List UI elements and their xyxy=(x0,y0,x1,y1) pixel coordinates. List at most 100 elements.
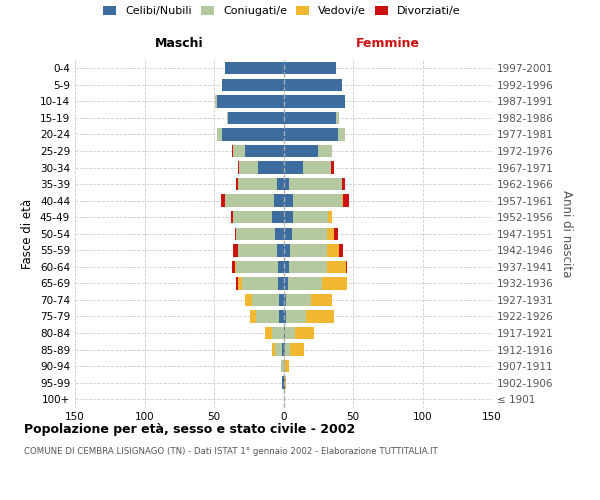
Text: Maschi: Maschi xyxy=(155,37,203,50)
Bar xyxy=(280,310,284,322)
Bar xyxy=(238,162,239,174)
Bar xyxy=(284,95,344,108)
Bar xyxy=(284,344,285,356)
Bar xyxy=(265,327,272,339)
Bar xyxy=(236,228,275,240)
Bar xyxy=(285,344,290,356)
Bar xyxy=(285,376,286,389)
Bar xyxy=(295,327,314,339)
Bar xyxy=(225,194,274,207)
Bar xyxy=(227,112,228,124)
Bar xyxy=(342,194,343,207)
Bar xyxy=(245,294,251,306)
Bar xyxy=(284,310,286,322)
Bar xyxy=(228,112,284,124)
Bar xyxy=(245,145,284,157)
Bar xyxy=(284,327,285,339)
Bar xyxy=(284,78,342,91)
Bar xyxy=(306,310,334,322)
Bar xyxy=(346,260,347,273)
Bar xyxy=(242,277,278,289)
Bar xyxy=(337,112,339,124)
Bar xyxy=(293,194,342,207)
Bar xyxy=(232,145,233,157)
Bar xyxy=(326,244,339,256)
Bar xyxy=(259,162,284,174)
Bar xyxy=(223,128,284,140)
Bar xyxy=(236,178,238,190)
Bar xyxy=(303,162,331,174)
Bar xyxy=(230,211,233,224)
Bar xyxy=(285,360,289,372)
Bar xyxy=(284,62,337,74)
Bar xyxy=(322,277,347,289)
Bar xyxy=(289,178,342,190)
Bar xyxy=(292,228,326,240)
Text: Popolazione per età, sesso e stato civile - 2002: Popolazione per età, sesso e stato civil… xyxy=(24,422,355,436)
Bar xyxy=(217,128,223,140)
Bar xyxy=(236,260,278,273)
Bar xyxy=(223,78,284,91)
Bar xyxy=(284,277,287,289)
Bar xyxy=(277,178,284,190)
Legend: Celibi/Nubili, Coniugati/e, Vedovi/e, Divorziati/e: Celibi/Nubili, Coniugati/e, Vedovi/e, Di… xyxy=(103,6,461,16)
Bar xyxy=(318,145,332,157)
Bar xyxy=(338,128,344,140)
Bar xyxy=(284,128,338,140)
Bar xyxy=(233,145,245,157)
Bar xyxy=(233,211,272,224)
Bar xyxy=(289,260,326,273)
Text: Femmine: Femmine xyxy=(356,37,420,50)
Bar xyxy=(326,228,334,240)
Bar xyxy=(275,344,282,356)
Bar xyxy=(326,260,346,273)
Bar xyxy=(290,244,326,256)
Bar xyxy=(343,194,349,207)
Bar xyxy=(235,260,236,273)
Bar xyxy=(217,95,284,108)
Bar xyxy=(256,310,280,322)
Bar xyxy=(274,194,284,207)
Bar xyxy=(331,162,334,174)
Bar xyxy=(278,277,284,289)
Bar xyxy=(311,294,332,306)
Y-axis label: Fasce di età: Fasce di età xyxy=(22,198,34,269)
Bar xyxy=(284,260,289,273)
Bar xyxy=(284,376,285,389)
Bar xyxy=(282,376,284,389)
Bar xyxy=(286,294,311,306)
Bar xyxy=(250,310,256,322)
Bar xyxy=(284,112,337,124)
Bar xyxy=(284,145,318,157)
Text: COMUNE DI CEMBRA LISIGNAGO (TN) - Dati ISTAT 1° gennaio 2002 - Elaborazione TUTT: COMUNE DI CEMBRA LISIGNAGO (TN) - Dati I… xyxy=(24,448,438,456)
Bar xyxy=(286,310,306,322)
Bar xyxy=(285,327,295,339)
Bar xyxy=(235,228,236,240)
Bar xyxy=(280,294,284,306)
Bar xyxy=(278,260,284,273)
Bar xyxy=(251,294,280,306)
Bar xyxy=(272,327,284,339)
Bar xyxy=(233,244,238,256)
Bar xyxy=(225,62,284,74)
Bar xyxy=(281,360,284,372)
Bar xyxy=(284,178,289,190)
Bar xyxy=(236,277,238,289)
Bar xyxy=(334,228,338,240)
Y-axis label: Anni di nascita: Anni di nascita xyxy=(560,190,573,278)
Bar xyxy=(284,194,293,207)
Bar xyxy=(282,344,284,356)
Bar xyxy=(221,194,225,207)
Bar xyxy=(277,244,284,256)
Bar xyxy=(232,260,235,273)
Bar xyxy=(293,211,328,224)
Bar xyxy=(238,244,277,256)
Bar xyxy=(284,244,290,256)
Bar xyxy=(272,211,284,224)
Bar xyxy=(328,211,332,224)
Bar xyxy=(284,228,292,240)
Bar xyxy=(284,360,285,372)
Bar xyxy=(284,162,303,174)
Bar xyxy=(272,344,275,356)
Bar xyxy=(284,211,293,224)
